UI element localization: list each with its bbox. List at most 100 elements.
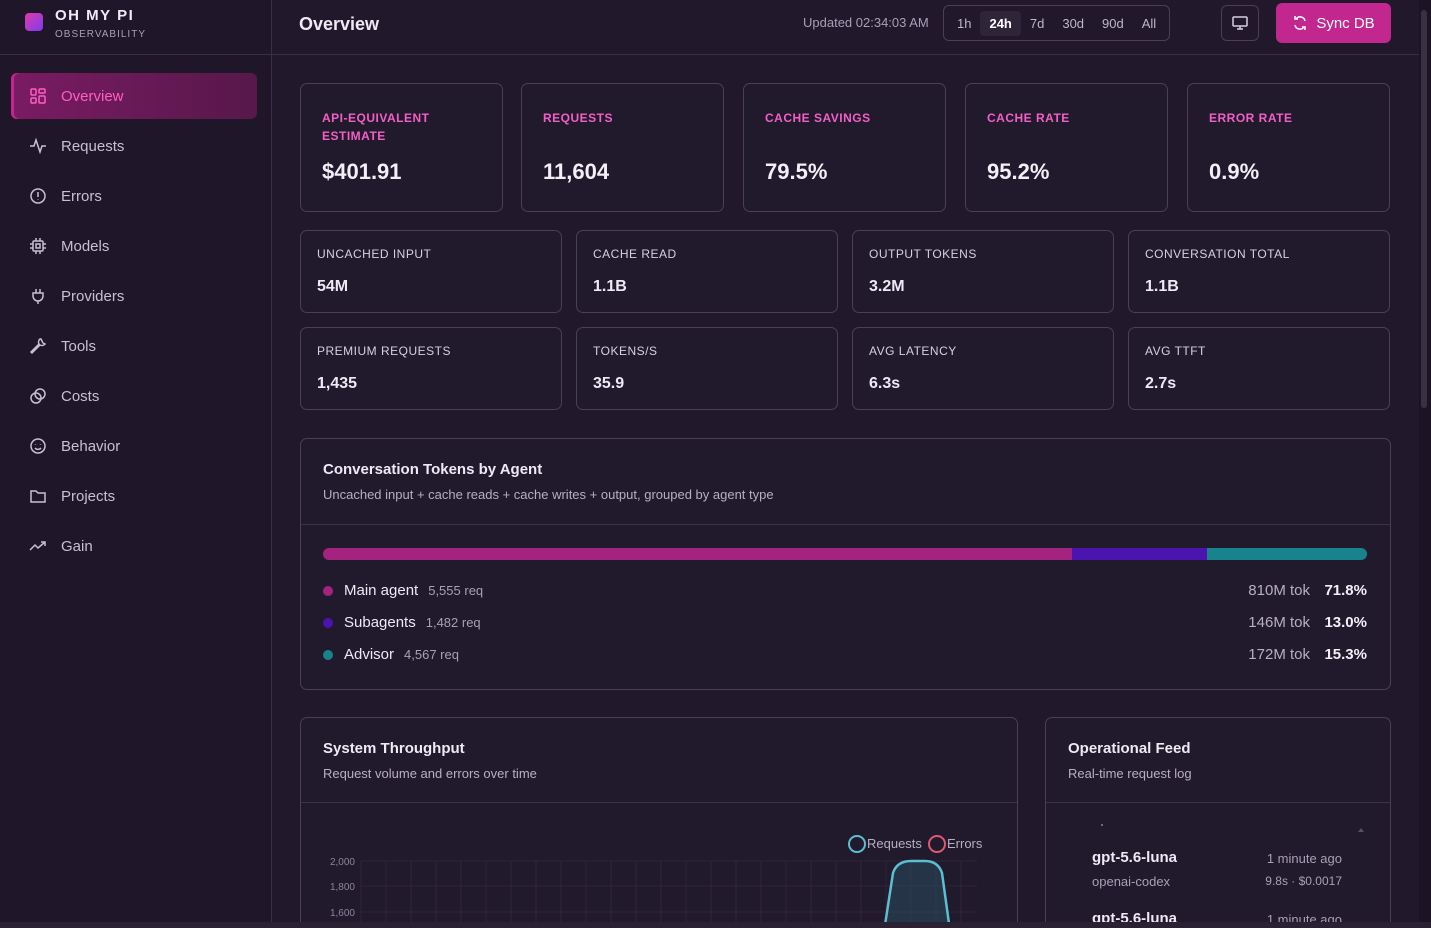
- sidebar-item-label: Behavior: [61, 437, 121, 455]
- agent-request-count: 1,482 req: [425, 615, 481, 630]
- brand: OH MY PI OBSERVABILITY: [0, 0, 271, 55]
- stat-value: 6.3s: [869, 375, 901, 392]
- agent-share: 13.0%: [1324, 614, 1367, 631]
- requests-line: [884, 859, 951, 922]
- plug-icon: [32, 289, 44, 304]
- legend-label-errors: Errors: [947, 836, 983, 851]
- kpi-card-cache-savings: CACHE SAVINGS 79.5%: [743, 83, 946, 212]
- sidebar-item-label: Tools: [61, 337, 97, 355]
- page-title: Overview: [299, 14, 380, 34]
- stat-card-premium-requests: PREMIUM REQUESTS 1,435: [300, 327, 562, 410]
- stat-value: 2.7s: [1145, 375, 1177, 392]
- agent-name: Advisor 4,567 req: [344, 646, 459, 663]
- sidebar-item-requests[interactable]: Requests: [11, 123, 257, 169]
- range-option-1h[interactable]: 1h: [957, 15, 972, 31]
- scrollbar-thumb[interactable]: [1421, 10, 1427, 408]
- stat-value: 54M: [317, 278, 349, 295]
- sidebar-item-providers[interactable]: Providers: [11, 273, 257, 319]
- sidebar-item-models[interactable]: Models: [11, 223, 257, 269]
- vertical-scrollbar[interactable]: [1419, 0, 1431, 922]
- updated-timestamp: Updated 02:34:03 AM: [803, 15, 929, 30]
- y-tick-label: 2,000: [330, 857, 355, 868]
- stat-label: AVG TTFT: [1145, 344, 1206, 358]
- sidebar-nav: Overview Requests Errors Models Provider…: [11, 73, 257, 573]
- sidebar-item-costs[interactable]: Costs: [11, 373, 257, 419]
- scroll-up-icon[interactable]: [1358, 828, 1364, 832]
- stat-card-avg-ttft: AVG TTFT 2.7s: [1128, 327, 1390, 410]
- stat-value: 3.2M: [869, 278, 905, 295]
- range-option-30d[interactable]: 30d: [1062, 15, 1085, 31]
- coins-icon: [30, 388, 46, 404]
- agent-tokens: 146M tok: [1248, 614, 1310, 631]
- brand-name: OH MY PI: [55, 7, 135, 24]
- range-option-90d[interactable]: 90d: [1102, 15, 1124, 31]
- sidebar-item-tools[interactable]: Tools: [11, 323, 257, 369]
- sidebar-item-label: Errors: [61, 187, 102, 205]
- panel-subtitle: Request volume and errors over time: [323, 766, 537, 781]
- kpi-label: API-EQUIVALENT ESTIMATE: [322, 111, 430, 143]
- top-bar: Overview Updated 02:34:03 AM 1h 24h 7d 3…: [272, 0, 1419, 55]
- sidebar: OH MY PI OBSERVABILITY Overview Requests…: [0, 0, 272, 922]
- legend-dot: [323, 650, 333, 660]
- chart-legend-requests[interactable]: Requests: [848, 835, 922, 853]
- legend-marker-errors: [928, 835, 946, 853]
- panel-title: System Throughput: [323, 740, 465, 757]
- panel-subtitle: Uncached input + cache reads + cache wri…: [323, 487, 774, 502]
- kpi-card-error-rate: ERROR RATE 0.9%: [1187, 83, 1390, 212]
- refresh-icon: [1294, 16, 1307, 30]
- legend-dot: [323, 618, 333, 628]
- panel-divider: [301, 802, 1017, 803]
- chart-legend-errors[interactable]: Errors: [928, 835, 983, 853]
- panel-title: Conversation Tokens by Agent: [323, 461, 543, 478]
- agent-share: 15.3%: [1324, 646, 1367, 663]
- stat-value: 35.9: [593, 375, 625, 392]
- stat-card-avg-latency: AVG LATENCY 6.3s: [852, 327, 1114, 410]
- sidebar-item-errors[interactable]: Errors: [11, 173, 257, 219]
- agent-request-count: 4,567 req: [404, 647, 459, 662]
- agent-row-subagents: Subagents 1,482 req 146M tok 13.0%: [323, 612, 1367, 634]
- range-option-24h[interactable]: 24h: [980, 10, 1021, 36]
- kpi-label: CACHE RATE: [987, 111, 1070, 125]
- feed-latency-cost: 9.8s · $0.0017: [1265, 874, 1342, 888]
- sidebar-item-projects[interactable]: Projects: [11, 473, 257, 519]
- stat-card-uncached-input: UNCACHED INPUT 54M: [300, 230, 562, 313]
- kpi-label: CACHE SAVINGS: [765, 111, 871, 125]
- feed-time: 1 minute ago: [1266, 912, 1342, 922]
- display-mode-button[interactable]: [1221, 5, 1259, 41]
- sidebar-item-label: Models: [61, 237, 110, 255]
- operational-feed-panel: Operational Feed Real-time request log g…: [1045, 717, 1391, 922]
- feed-model: gpt-5.6-luna: [1092, 849, 1177, 866]
- range-option-7d[interactable]: 7d: [1029, 15, 1045, 31]
- folder-icon: [30, 490, 46, 503]
- requests-area: [885, 861, 949, 922]
- agent-request-count: 5,555 req: [428, 583, 484, 598]
- legend-label-requests: Requests: [867, 836, 922, 851]
- chart-grid: [360, 860, 977, 922]
- sidebar-item-label: Providers: [61, 287, 125, 305]
- stat-label: OUTPUT TOKENS: [869, 247, 977, 261]
- legend-dot: [323, 586, 333, 596]
- kpi-card-requests: REQUESTS 11,604: [521, 83, 724, 212]
- sidebar-item-gain[interactable]: Gain: [11, 523, 257, 569]
- agent-name: Subagents 1,482 req: [344, 614, 481, 631]
- agent-row-advisor: Advisor 4,567 req 172M tok 15.3%: [323, 644, 1367, 666]
- stat-card-cache-read: CACHE READ 1.1B: [576, 230, 838, 313]
- sidebar-item-overview[interactable]: Overview: [11, 73, 257, 119]
- activity-icon: [30, 137, 46, 155]
- horizontal-scrollbar[interactable]: [0, 922, 1431, 928]
- feed-provider: openai-codex: [1092, 874, 1171, 889]
- agent-share-segment: [1207, 548, 1367, 560]
- trending-up-icon: [29, 541, 46, 551]
- stat-value: 1.1B: [1145, 278, 1179, 295]
- sidebar-item-behavior[interactable]: Behavior: [11, 423, 257, 469]
- legend-marker-requests: [848, 835, 866, 853]
- range-option-all[interactable]: All: [1141, 15, 1157, 31]
- sidebar-item-label: Projects: [61, 487, 116, 505]
- agent-row-main: Main agent 5,555 req 810M tok 71.8%: [323, 580, 1367, 602]
- sync-db-button[interactable]: Sync DB: [1276, 3, 1391, 43]
- stat-label: PREMIUM REQUESTS: [317, 344, 452, 358]
- agent-tokens: 172M tok: [1248, 646, 1310, 663]
- stat-label: CONVERSATION TOTAL: [1145, 247, 1290, 261]
- stat-label: UNCACHED INPUT: [317, 247, 432, 261]
- cpu-icon: [30, 238, 46, 254]
